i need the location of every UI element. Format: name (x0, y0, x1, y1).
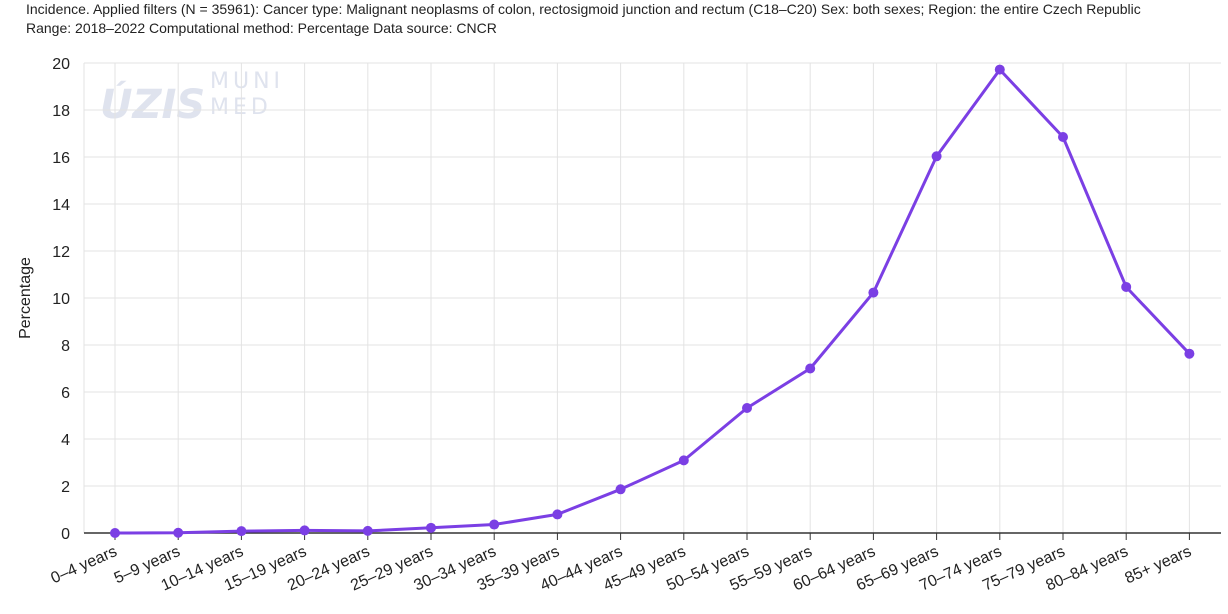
watermark-muni: MUNI (210, 69, 284, 94)
data-point[interactable] (805, 363, 816, 374)
data-point[interactable] (678, 455, 689, 466)
data-point[interactable] (362, 525, 373, 536)
y-tick-labels: 0 2 4 6 8 10 12 14 16 18 20 (52, 56, 70, 543)
data-point[interactable] (173, 527, 184, 538)
data-point[interactable] (742, 402, 752, 413)
y-tick-label: 14 (52, 197, 70, 214)
data-point[interactable] (299, 525, 310, 536)
data-point[interactable] (1184, 348, 1195, 359)
data-point[interactable] (868, 287, 879, 298)
data-point[interactable] (110, 528, 120, 538)
data-point[interactable] (489, 519, 500, 530)
data-point[interactable] (615, 484, 626, 495)
grid-lines (84, 62, 1221, 533)
data-point[interactable] (994, 64, 1005, 75)
series-line (113, 68, 1191, 535)
data-point[interactable] (1121, 281, 1132, 292)
series-layer (110, 64, 1195, 538)
y-tick-label: 4 (61, 432, 70, 449)
y-tick-label: 20 (52, 56, 70, 73)
y-tick-label: 16 (52, 150, 70, 167)
x-tick-label: 85+ years (1123, 543, 1195, 587)
watermark-logo: ÚZIS MUNI MED (100, 69, 284, 128)
y-tick-label: 8 (61, 338, 70, 355)
range-description: Range: 2018–2022 Computational method: P… (26, 20, 497, 36)
y-tick-label: 12 (52, 244, 70, 261)
data-point[interactable] (236, 526, 247, 537)
x-tick-label: 0–4 years (49, 543, 120, 587)
data-point[interactable] (552, 509, 563, 520)
data-point[interactable] (1058, 132, 1068, 143)
axes (83, 63, 1221, 540)
filter-description: Incidence. Applied filters (N = 35961): … (26, 1, 1141, 17)
y-tick-label: 0 (61, 526, 70, 543)
data-point[interactable] (426, 522, 436, 533)
watermark-uzis: ÚZIS (100, 80, 205, 128)
y-tick-label: 2 (61, 479, 70, 496)
y-tick-label: 18 (52, 103, 70, 120)
y-tick-label: 6 (61, 385, 70, 402)
y-axis-label: Percentage (17, 257, 34, 339)
y-tick-label: 10 (52, 291, 70, 308)
chart-header: Incidence. Applied filters (N = 35961): … (26, 0, 1222, 38)
watermark-med: MED (210, 95, 272, 120)
data-point[interactable] (931, 151, 942, 162)
